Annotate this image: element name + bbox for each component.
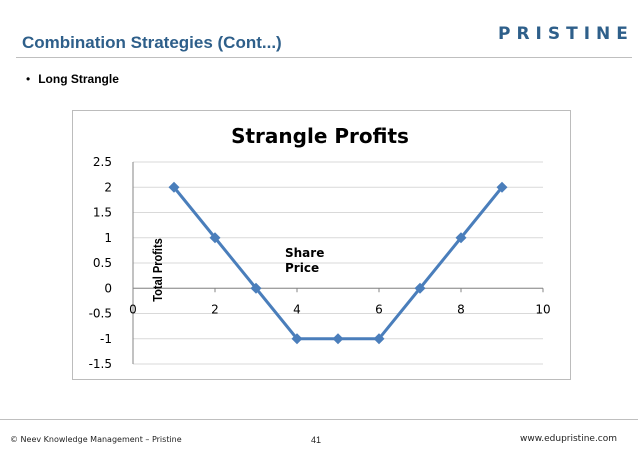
x-tick-label: 10 [535,302,550,316]
footer-website: www.edupristine.com [520,434,618,444]
data-point [455,232,467,244]
data-point [291,333,303,345]
chart-frame [72,110,571,380]
bullet-label: Long Strangle [38,72,119,86]
x-tick-label: 2 [211,302,219,316]
data-point [496,181,508,193]
strangle-profits-chart: -1.5 -1 -0.5 0 0.5 1 1.5 2 2.5 0 2 4 6 8 10 Strangle Pr… [89,124,551,371]
data-point [332,333,344,345]
slide-title: Combination Strategies (Cont...) [22,33,282,52]
data-point [168,181,180,193]
y-tick-label: 1 [104,231,112,245]
page-number: 41 [311,435,322,445]
y-tick-label: -1.5 [89,357,112,371]
footer-copyright: © Neev Knowledge Management – Pristine [10,435,182,444]
data-point [209,232,221,244]
x-tick-label: 8 [457,302,465,316]
pristine-logo: PRISTINE [498,24,634,44]
title-divider [16,57,632,58]
y-tick-label: 1.5 [93,206,112,220]
x-tick-label: 6 [375,302,383,316]
chart-title: Strangle Profits [231,124,409,148]
x-tick-label: 4 [293,302,301,316]
y-axis-label: Total Profits [150,238,165,302]
footer-divider [0,419,638,420]
y-tick-label: -1 [100,332,112,346]
x-axis-label: Share Price [285,246,324,275]
x-tick-label: 0 [129,302,137,316]
y-tick-label: 2.5 [93,155,112,169]
y-tick-label: 0 [104,281,112,295]
data-point [414,282,426,294]
data-point [373,333,385,345]
bullet-icon: • [26,72,31,86]
y-tick-label: 0.5 [93,256,112,270]
bullet-item: • Long Strangle [26,72,119,86]
y-tick-label: -0.5 [89,307,112,321]
y-tick-label: 2 [104,180,112,194]
data-point [250,282,262,294]
